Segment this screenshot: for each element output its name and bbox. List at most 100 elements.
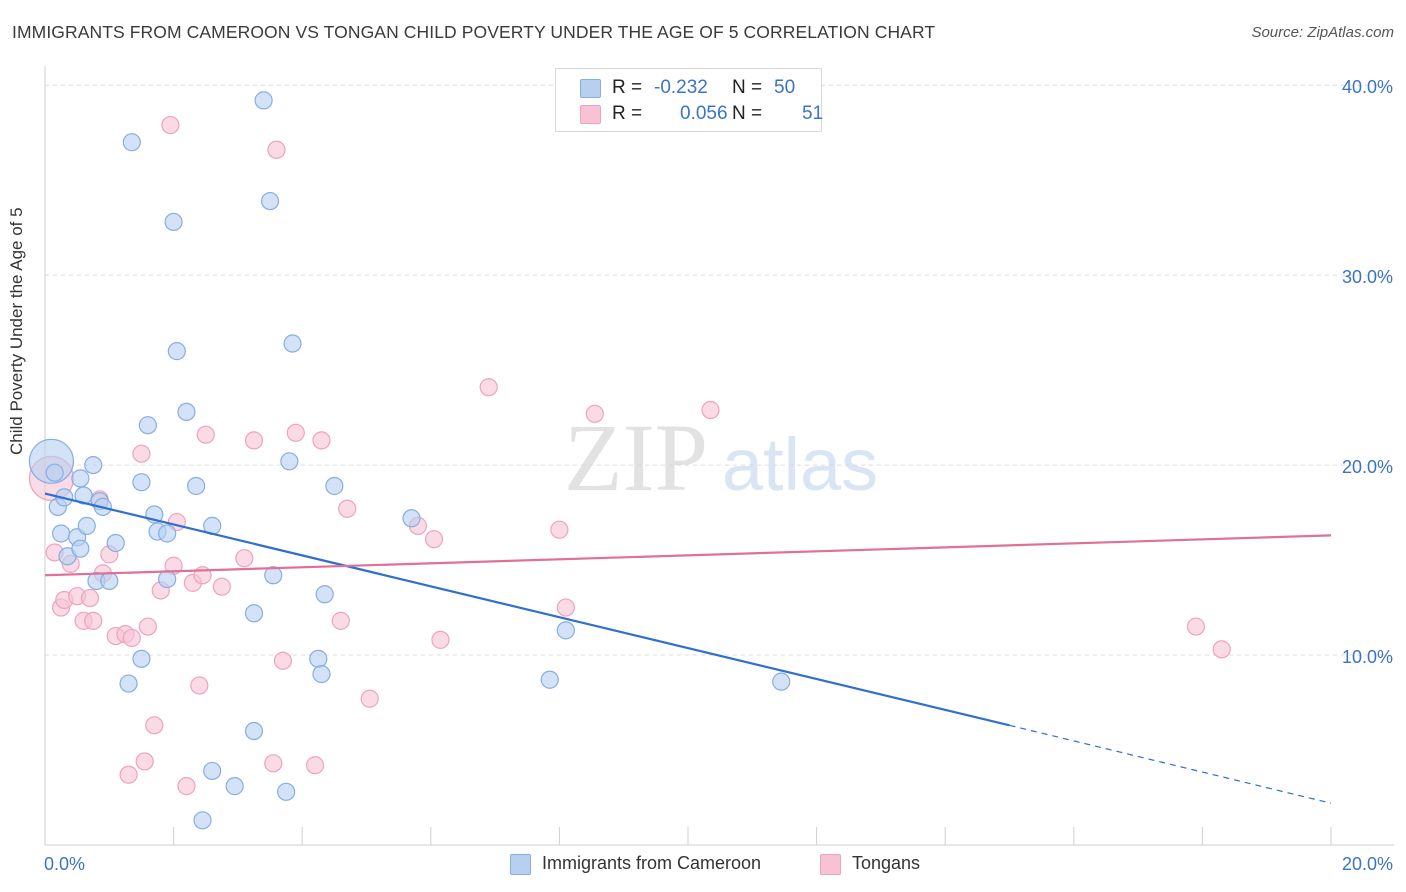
cameroon-point: [106, 533, 125, 553]
cameroon-point: [84, 455, 103, 475]
cameroon-point: [45, 463, 64, 482]
legend-label-cameroon: Immigrants from Cameroon: [542, 853, 762, 873]
y-tick-label: 40.0%: [1342, 77, 1393, 97]
cameroon-point: [100, 571, 119, 591]
tongan-point: [212, 577, 231, 596]
y-tick-label: 10.0%: [1342, 647, 1393, 667]
cameroon-point: [71, 539, 90, 558]
cameroon-point: [280, 452, 299, 471]
tongan-point: [550, 520, 569, 539]
cameroon-point: [193, 811, 212, 830]
cameroon-point: [260, 191, 280, 211]
legend-label-tongans: Tongans: [852, 853, 921, 873]
tongan-point: [190, 676, 209, 695]
tongan-point: [305, 756, 325, 775]
cameroon-point: [77, 516, 96, 535]
tongan-point: [84, 611, 103, 630]
tongan-point: [286, 423, 305, 442]
cameroon-point: [244, 604, 264, 623]
tongan-point: [431, 630, 450, 649]
legend-n-label: N =: [732, 103, 763, 124]
stats-legend: R = -0.232 N = 50 R = 0.056 N = 51: [555, 68, 824, 132]
y-tick-label: 30.0%: [1342, 267, 1393, 287]
tongan-point: [119, 765, 138, 784]
y-tick-label: 20.0%: [1342, 457, 1393, 477]
cameroon-point: [158, 524, 177, 543]
cameroon-trend-extension: [1009, 724, 1332, 804]
cameroon-point: [177, 402, 196, 422]
cameroon-point: [309, 649, 328, 668]
legend-swatch-blue: [580, 79, 601, 98]
cameroon-point: [402, 509, 421, 528]
legend-r-label: R =: [612, 77, 643, 98]
tongan-point: [273, 651, 293, 670]
tongan-point: [132, 444, 151, 463]
tongan-point: [331, 611, 350, 630]
x-tick-label: 0.0%: [44, 854, 85, 874]
source-label: Source: ZipAtlas.com: [1251, 24, 1394, 41]
cameroon-point: [158, 569, 177, 589]
cameroon-point: [51, 524, 71, 543]
cameroon-point: [167, 342, 186, 361]
cameroon-trend-line: [44, 492, 1010, 727]
cameroon-point: [315, 585, 334, 604]
tongan-point: [138, 617, 157, 636]
watermark-atlas: atlas: [722, 423, 878, 506]
cameroon-point: [164, 212, 183, 232]
y-axis-label: Child Poverty Under the Age of 5: [7, 207, 26, 455]
cameroon-point: [119, 674, 138, 693]
tongan-point: [161, 115, 180, 135]
legend-n-value: 51: [802, 103, 824, 124]
tongan-point: [244, 431, 264, 450]
cameroon-point: [71, 469, 90, 488]
tongan-point: [267, 140, 286, 159]
cameroon-point: [540, 670, 559, 689]
cameroon-point: [283, 334, 302, 353]
cameroon-point: [772, 672, 791, 691]
watermark-zip: ZIP: [564, 404, 708, 511]
tongan-point: [80, 588, 100, 608]
legend-r-value: 0.056: [680, 103, 728, 124]
tongan-point: [196, 425, 215, 444]
cameroon-point: [187, 476, 206, 496]
tongan-point: [264, 754, 283, 773]
cameroon-point: [277, 782, 296, 801]
legend-r-label: R =: [612, 103, 643, 124]
tongan-point: [122, 628, 141, 648]
legend-swatch-blue: [510, 854, 531, 875]
cameroon-point: [244, 721, 264, 741]
tongan-point: [424, 530, 444, 549]
cameroon-point: [203, 761, 222, 781]
legend-r-value: -0.232: [654, 77, 708, 98]
tongan-point: [556, 598, 575, 617]
cameroon-point: [325, 476, 344, 496]
cameroon-point: [225, 777, 244, 796]
tongan-point: [145, 716, 164, 735]
tongan-point: [135, 752, 154, 771]
cameroon-point: [264, 566, 283, 585]
chart-title: IMMIGRANTS FROM CAMEROON VS TONGAN CHILD…: [12, 22, 936, 42]
tongan-point: [312, 431, 331, 450]
tongan-point: [1212, 640, 1231, 659]
cameroon-point: [556, 621, 575, 640]
cameroon-point: [312, 664, 331, 684]
tongan-point: [360, 689, 379, 708]
cameroon-point: [132, 649, 151, 668]
legend-swatch-pink: [580, 105, 601, 124]
tongan-point: [479, 378, 498, 397]
legend-swatch-pink: [820, 854, 841, 875]
legend-n-value: 50: [774, 77, 796, 98]
cameroon-point: [132, 473, 151, 492]
tongan-point: [1186, 617, 1206, 636]
tongan-point: [338, 499, 357, 518]
cameroon-point: [254, 91, 273, 110]
legend-n-label: N =: [732, 77, 763, 98]
cameroon-point: [122, 133, 141, 152]
tongan-point: [585, 404, 604, 423]
tongan-point: [235, 549, 254, 568]
cameroon-point: [138, 416, 157, 435]
x-tick-label: 20.0%: [1342, 854, 1393, 874]
tongan-trend-line: [44, 534, 1332, 577]
watermark: ZIP atlas: [564, 404, 878, 511]
